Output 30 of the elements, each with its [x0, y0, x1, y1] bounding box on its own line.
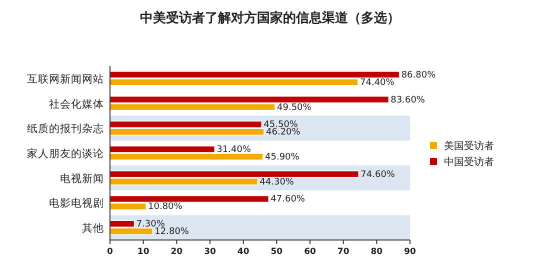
x-tick-label: 0 [107, 247, 114, 257]
x-tick-label: 40 [237, 247, 250, 257]
legend-label: 美国受访者 [444, 140, 494, 152]
x-tick-label: 50 [270, 247, 283, 257]
data-label: 31.40% [216, 145, 252, 155]
data-label: 45.90% [265, 152, 300, 162]
data-label: 86.80% [401, 70, 436, 80]
chart-title: 中美受访者了解对方国家的信息渠道（多选） [140, 10, 400, 26]
x-tick-label: 80 [370, 247, 383, 257]
y-tick-label: 其他 [82, 222, 104, 235]
x-tick-label: 20 [170, 247, 183, 257]
x-tick-label: 70 [337, 247, 350, 257]
y-tick-label: 电视新闻 [60, 172, 104, 185]
data-label: 10.80% [148, 202, 183, 212]
x-tick-label: 90 [404, 247, 416, 257]
y-tick-label: 家人朋友的谈论 [27, 147, 104, 160]
x-tick-label: 60 [304, 247, 316, 257]
data-label: 74.40% [360, 78, 395, 88]
data-label: 44.30% [260, 177, 294, 188]
x-tick-label: 30 [204, 247, 216, 257]
data-label: 47.60% [270, 194, 306, 205]
y-tick-label: 社会化媒体 [49, 97, 104, 110]
data-label: 83.60% [390, 95, 426, 106]
y-tick-label: 互联网新闻网站 [27, 72, 104, 86]
y-tick-label: 电影电视剧 [49, 196, 104, 210]
y-tick-label: 纸质的报刊杂志 [27, 122, 104, 136]
data-label: 49.50% [277, 102, 312, 113]
data-label: 74.60% [360, 170, 396, 180]
x-tick-label: 10 [137, 247, 150, 257]
legend-label: 中国受访者 [444, 156, 494, 168]
